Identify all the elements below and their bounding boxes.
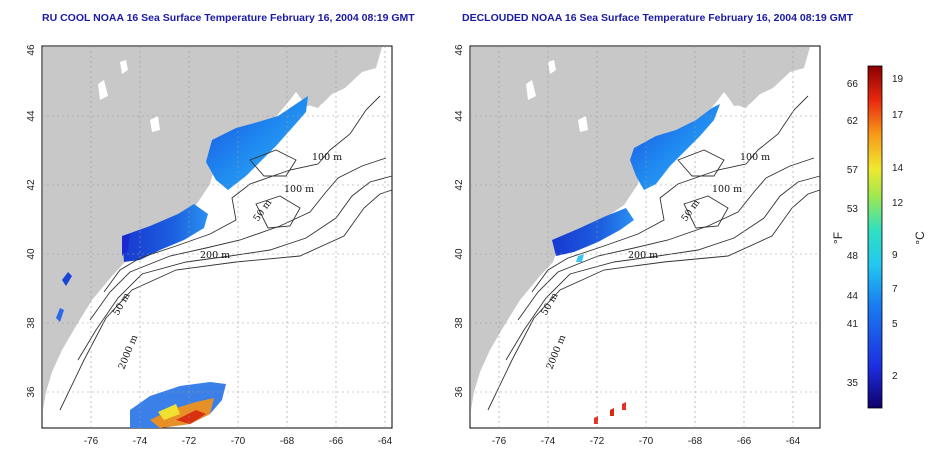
y-tick-label: 44 (26, 110, 37, 122)
x-tick-label: -72 (590, 436, 605, 447)
x-tick-label: -74 (133, 436, 148, 447)
contour-label: 100 m (712, 184, 742, 195)
colorbar-gradient (867, 65, 883, 409)
contour-label: 100 m (284, 184, 314, 195)
celsius-tick: 14 (892, 163, 904, 174)
land-mass-left (43, 47, 382, 410)
x-axis-right: -76 -74 -72 -70 -68 -66 -64 (492, 436, 801, 447)
contour-label: 100 m (312, 152, 342, 163)
y-tick-label: 38 (26, 317, 37, 329)
y-tick-label: 40 (26, 248, 37, 260)
fahrenheit-tick: 44 (847, 291, 859, 302)
y-tick-label: 44 (454, 110, 465, 122)
x-tick-label: -70 (639, 436, 654, 447)
y-tick-label: 46 (454, 44, 465, 56)
grid-left (42, 46, 392, 428)
lakes-right (526, 60, 588, 132)
celsius-tick: 7 (892, 284, 898, 295)
bathymetry-contours-left (59, 95, 393, 411)
celsius-tick: 12 (892, 198, 904, 209)
contour-label: 200 m (628, 250, 658, 261)
lakes-left (98, 60, 160, 132)
x-tick-label: -64 (786, 436, 801, 447)
colorbar-fahrenheit-ticks: 66 62 57 53 48 44 41 35 (847, 79, 859, 389)
celsius-tick: 19 (892, 74, 904, 85)
y-tick-label: 40 (454, 248, 465, 260)
map-panel-right: 100 m 100 m 50 m 200 m 50 m 2000 m -76 -… (454, 44, 821, 447)
map-panel-left: 100 m 100 m 50 m 200 m 50 m 2000 m -76 -… (26, 44, 393, 447)
x-tick-label: -68 (280, 436, 295, 447)
x-tick-label: -76 (84, 436, 99, 447)
y-axis-right: 36 38 40 42 44 46 (454, 44, 465, 398)
celsius-tick: 5 (892, 319, 898, 330)
colorbar-celsius-ticks: 19 17 14 12 9 7 5 2 (892, 74, 904, 382)
colorbar-celsius-label: °C (913, 231, 927, 245)
fahrenheit-tick: 48 (847, 251, 859, 262)
y-axis-left: 36 38 40 42 44 46 (26, 44, 37, 398)
x-tick-label: -64 (378, 436, 393, 447)
x-tick-label: -70 (231, 436, 246, 447)
y-tick-label: 38 (454, 317, 465, 329)
contour-label: 200 m (200, 250, 230, 261)
celsius-tick: 2 (892, 371, 898, 382)
fahrenheit-tick: 66 (847, 79, 859, 90)
x-tick-label: -76 (492, 436, 507, 447)
fahrenheit-tick: 41 (847, 319, 859, 330)
panel-title-left: RU COOL NOAA 16 Sea Surface Temperature … (42, 12, 415, 24)
fahrenheit-tick: 35 (847, 378, 859, 389)
x-axis-left: -76 -74 -72 -70 -68 -66 -64 (84, 436, 393, 447)
y-tick-label: 36 (26, 386, 37, 398)
contour-label: 100 m (740, 152, 770, 163)
x-tick-label: -72 (182, 436, 197, 447)
land-mass-right (471, 47, 810, 410)
y-tick-label: 46 (26, 44, 37, 56)
y-tick-label: 42 (454, 179, 465, 191)
colorbar: 66 62 57 53 48 44 41 35 19 17 14 12 9 7 … (831, 65, 927, 409)
colorbar-fahrenheit-label: °F (831, 232, 845, 244)
x-tick-label: -66 (737, 436, 752, 447)
grid-right (470, 46, 820, 428)
y-tick-label: 36 (454, 386, 465, 398)
bathymetry-contours-right (487, 95, 821, 411)
fahrenheit-tick: 57 (847, 165, 859, 176)
fahrenheit-tick: 53 (847, 204, 859, 215)
celsius-tick: 17 (892, 110, 904, 121)
y-tick-label: 42 (26, 179, 37, 191)
fahrenheit-tick: 62 (847, 116, 859, 127)
x-tick-label: -68 (688, 436, 703, 447)
sst-patches-right (552, 104, 720, 424)
celsius-tick: 9 (892, 250, 898, 261)
sst-patches-left (56, 96, 308, 428)
x-tick-label: -74 (541, 436, 556, 447)
panel-title-right: DECLOUDED NOAA 16 Sea Surface Temperatur… (462, 12, 853, 24)
x-tick-label: -66 (329, 436, 344, 447)
